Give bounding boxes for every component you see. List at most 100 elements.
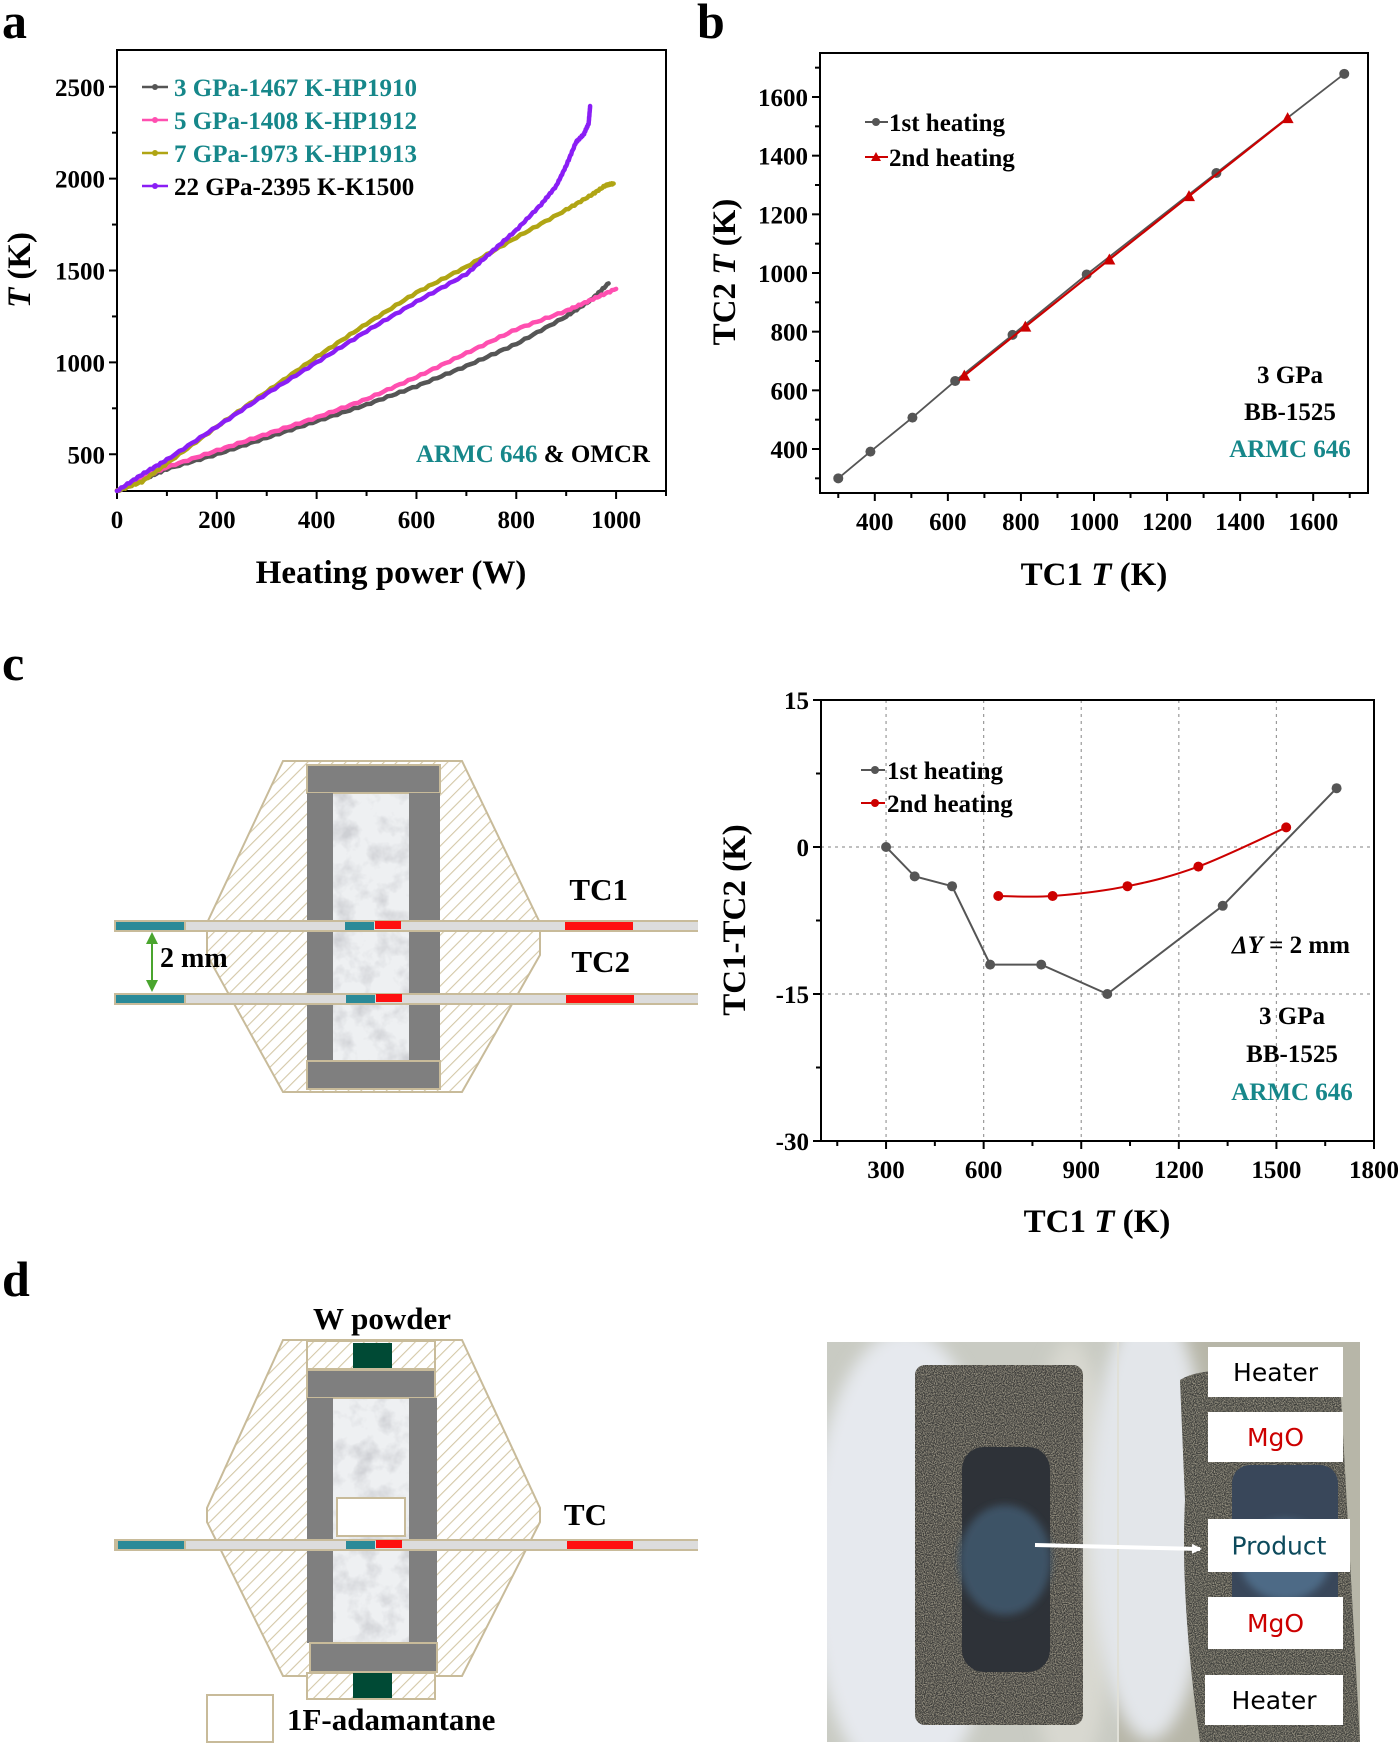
diagram-d-adamantane-capsule xyxy=(336,1497,406,1537)
chart-a-y-axis-title: T (K) xyxy=(2,232,38,308)
y-tick-label: 1500 xyxy=(55,259,105,286)
diagram-c-heater-bottom xyxy=(306,1060,441,1090)
chart-c-annotation-delta-italic: ΔY xyxy=(1231,932,1266,959)
diagram-c-dimension-arrow xyxy=(146,932,158,992)
photo-label-heater: Heater xyxy=(1232,1686,1318,1715)
chart-c-y-axis-title: TC1-TC2 (K) xyxy=(717,824,753,1016)
chart-c-legend: 1st heating 2nd heating xyxy=(861,758,1013,818)
chart-c-y-ticks: 15 0 -15 -30 xyxy=(776,688,821,1156)
diagram-c-spacing-label: 2 mm xyxy=(160,943,228,974)
legend-marker-1 xyxy=(871,799,879,807)
diagram-c-thermocouple-1 xyxy=(114,920,698,932)
y-tick-label: 0 xyxy=(797,835,810,862)
legend-marker-0 xyxy=(872,118,880,126)
legend-label-1: 2nd heating xyxy=(887,791,1013,818)
photo-label-heater: Heater xyxy=(1233,1358,1319,1387)
chart-b-y-axis-title-post: (K) xyxy=(707,199,743,255)
x-tick-label: 0 xyxy=(111,507,124,534)
legend-marker-3 xyxy=(152,183,158,189)
chart-c-x-axis-title: TC1 T (K) xyxy=(1024,1204,1171,1240)
panel-label-a: a xyxy=(2,0,27,49)
photo-labels: Heater MgO Product MgO Heater xyxy=(1205,1347,1350,1725)
chart-a: 0 200 400 600 800 1000 500 1000 1500 2000 2500 3 … xyxy=(2,49,667,591)
data-point xyxy=(1281,822,1292,833)
chart-b-x-axis-title-post: (K) xyxy=(1111,557,1167,593)
x-tick-label: 1000 xyxy=(1069,509,1119,536)
diagram-d-thermocouple xyxy=(114,1539,698,1551)
series-line-3 xyxy=(114,103,593,494)
chart-a-annotation: ARMC 646 & OMCR xyxy=(416,441,651,468)
y-tick-label: 2500 xyxy=(55,75,105,102)
chart-b-annotation-run: BB-1525 xyxy=(1244,399,1336,426)
series-line-0 xyxy=(885,787,1338,996)
photo-label-box xyxy=(1208,1597,1343,1649)
chart-c-annotation-delta-rest: = 2 mm xyxy=(1263,932,1350,959)
x-tick-label: 1400 xyxy=(1215,509,1265,536)
y-tick-label: -15 xyxy=(776,982,809,1009)
chart-c-x-axis-title-post: (K) xyxy=(1114,1204,1170,1240)
diagram-d-legend-swatch xyxy=(206,1694,274,1743)
y-tick-label: 400 xyxy=(771,437,809,464)
data-point xyxy=(1019,320,1032,332)
chart-c-annotation-press: ARMC 646 xyxy=(1231,1079,1353,1106)
chart-a-legend: 3 GPa-1467 K-HP1910 5 GPa-1408 K-HP1912 7 … xyxy=(142,75,417,201)
data-point xyxy=(1122,881,1133,892)
diagram-d-w-powder-label: W powder xyxy=(313,1301,451,1336)
data-point xyxy=(881,842,892,852)
y-tick-label: 1000 xyxy=(758,261,808,288)
series-line-1 xyxy=(114,286,619,493)
chart-a-y-axis-title-unit: (K) xyxy=(2,232,38,288)
data-point xyxy=(1036,959,1047,970)
y-tick-label: 600 xyxy=(771,378,809,405)
photo-label-product: Product xyxy=(1232,1532,1327,1561)
diagram-d-heater-right xyxy=(409,1398,437,1643)
chart-c: 300 600 900 1200 1500 1800 15 0 -15 -30 1st heat… xyxy=(717,688,1399,1240)
diagram-d-legend-label: 1F-adamantane xyxy=(287,1702,495,1737)
data-point xyxy=(958,369,971,381)
data-point xyxy=(985,959,996,970)
y-tick-label: 1000 xyxy=(55,350,105,377)
data-point xyxy=(1047,891,1058,901)
y-tick-label: -30 xyxy=(776,1129,809,1156)
chart-b-legend: 1st heating 2nd heating xyxy=(865,110,1015,172)
chart-a-annotation-black: & OMCR xyxy=(538,441,651,468)
data-point xyxy=(833,473,844,484)
diagram-d-heater-top xyxy=(306,1369,436,1399)
y-tick-label: 500 xyxy=(68,442,106,469)
chart-b-x-ticks: 400 600 800 1000 1200 1400 1600 xyxy=(837,493,1351,536)
x-tick-label: 1800 xyxy=(1349,1157,1399,1184)
y-tick-label: 2000 xyxy=(55,167,105,194)
legend-label-2: 7 GPa-1973 K-HP1913 xyxy=(174,141,417,168)
data-point xyxy=(1331,783,1342,794)
legend-label-3: 22 GPa-2395 K-K1500 xyxy=(174,174,414,201)
legend-marker-1 xyxy=(152,117,158,123)
chart-b-x-axis-title-pre: TC1 xyxy=(1021,557,1092,593)
data-point xyxy=(865,446,876,457)
x-tick-label: 600 xyxy=(929,509,967,536)
photo-label-mgo: MgO xyxy=(1247,1423,1304,1452)
y-tick-label: 1400 xyxy=(758,144,808,171)
legend-marker-2 xyxy=(152,150,158,156)
chart-c-grid xyxy=(821,700,1374,1141)
product-arrow xyxy=(1034,1543,1202,1554)
chart-c-x-axis-title-italic: T xyxy=(1094,1204,1116,1240)
diagram-d-tc-label: TC xyxy=(564,1497,607,1532)
chart-b-series xyxy=(833,68,1350,484)
data-point xyxy=(1193,861,1204,872)
x-tick-label: 800 xyxy=(498,507,536,534)
chart-b-annotation-pressure: 3 GPa xyxy=(1257,362,1323,389)
chart-b-y-axis-title-italic: T xyxy=(707,253,743,275)
data-point xyxy=(947,881,958,892)
data-point xyxy=(1217,900,1228,911)
chart-a-x-ticks: 0 200 400 600 800 1000 xyxy=(111,491,667,534)
diagram-d-assembly: W powder TC 1F-adamantane xyxy=(114,1301,698,1743)
panel-label-b: b xyxy=(697,0,725,49)
series-line-0 xyxy=(837,73,1345,479)
data-point xyxy=(1339,68,1350,79)
diagram-d-w-powder-bottom xyxy=(353,1673,392,1698)
legend-label-0: 3 GPa-1467 K-HP1910 xyxy=(174,75,417,102)
legend-label-1: 2nd heating xyxy=(889,145,1015,172)
y-tick-label: 15 xyxy=(784,688,809,715)
data-point xyxy=(1182,190,1195,202)
x-tick-label: 600 xyxy=(398,507,436,534)
